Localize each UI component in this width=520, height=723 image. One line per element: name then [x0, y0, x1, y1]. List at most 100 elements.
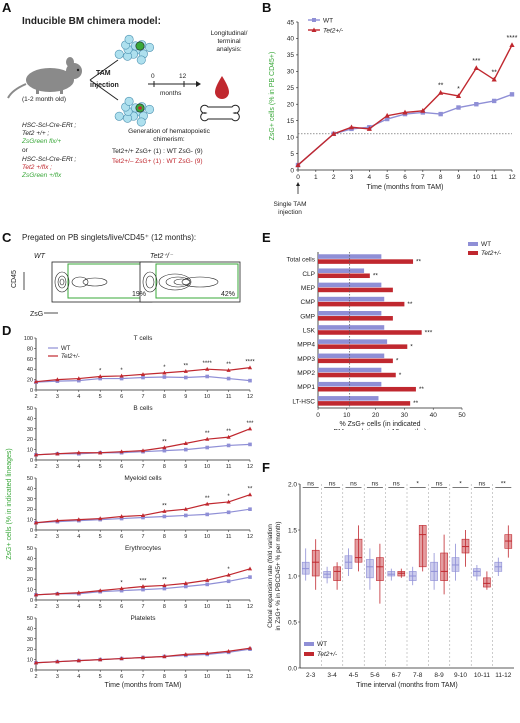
wt-point [162, 514, 167, 519]
x-tick-label: 4 [77, 534, 80, 540]
x-tick-label: 5 [99, 674, 102, 680]
x-tick-label: 2 [34, 674, 37, 680]
y-tick-label: 1.5 [288, 527, 297, 534]
wt-point [226, 510, 231, 515]
tet-point [140, 584, 146, 589]
wt-point [248, 378, 252, 383]
significance-star: ** [205, 496, 210, 502]
significance-star: **** [245, 360, 255, 366]
y-axis-label-2: in ZsG+ % in PBCD45+ % per month) [275, 521, 282, 630]
flow-plots: WT Tet2⁺/⁻ 19% 42% CD45 ZsG [11, 253, 241, 318]
x-tick-label: 8 [163, 674, 166, 680]
x-tick-label: 3 [56, 394, 59, 400]
wt-box [366, 559, 374, 579]
x-tick-label: 7 [141, 534, 144, 540]
x-tick-label: 7 [421, 174, 425, 181]
tet-point [205, 651, 210, 655]
wt-point [205, 374, 209, 379]
category-label: MEP [301, 285, 315, 292]
wt-bar [318, 268, 365, 273]
x-tick-label: 6 [120, 394, 123, 400]
tet-point [226, 499, 231, 504]
y-tick-label: 0.5 [288, 619, 297, 626]
bone-icon [200, 104, 240, 122]
y-tick-label: 80 [27, 346, 33, 352]
y-axis-label: ZsG+ cells (% in PB CD45+) [269, 52, 276, 141]
wt-point [184, 447, 188, 452]
category-label: GMP [300, 313, 315, 320]
wt-point [226, 376, 231, 381]
wt-point [184, 584, 188, 589]
y-tick-label: 1.0 [288, 573, 297, 580]
tet-bar [318, 330, 422, 335]
sig-label: * [459, 481, 462, 488]
analysis-label: Longitudinal/terminal analysis: [210, 30, 248, 53]
x-tick-label: 12 [247, 604, 253, 610]
subplot-title: Platelets [131, 615, 157, 622]
tet-bar [318, 372, 396, 378]
y-tick-label: 30 [27, 427, 33, 433]
series-line-0 [297, 93, 513, 166]
tet-box [354, 538, 363, 563]
wt-bar [318, 296, 385, 302]
x-tick-label: 5 [99, 464, 102, 470]
x-tick-label: 7 [141, 604, 144, 610]
y-tick-label: 40 [27, 416, 33, 422]
x-axis-label: Time interval (months from TAM) [356, 682, 457, 689]
flow-ylabel: CD45 [11, 270, 18, 288]
x-tick-label: 2 [332, 174, 336, 181]
wt-point [141, 375, 145, 380]
tet-bar [318, 287, 393, 293]
x-axis-label: Time (months from TAM) [105, 682, 182, 689]
wt-point [184, 375, 188, 380]
x-tick-label: 11 [226, 394, 232, 400]
genotype-wt: HSC-Scl-Cre-ERt ; Tet2 +/+ ; ZsGreen flx/+ [22, 122, 77, 145]
wt-point [248, 575, 252, 579]
x-tick-label: 10 [343, 412, 351, 419]
genotype-tet2: HSC-Scl-Cre-ERt ; Tet2 +/flx ; ZsGreen +/f… [22, 156, 77, 179]
tet-point [226, 648, 231, 653]
mix-tet2: Tet2+/– ZsG+ (1) : WT ZsG- (9) [112, 158, 203, 165]
legend-tet-label: Tet2+/- [317, 651, 338, 658]
y-tick-label: 40 [287, 36, 295, 43]
tet-point [33, 660, 39, 665]
y-tick-label: 0 [30, 458, 33, 464]
x-tick-label: 6 [403, 174, 407, 181]
cell [124, 96, 134, 106]
significance-star: *** [246, 421, 254, 427]
legend-tet-marker [311, 27, 317, 32]
tet-point [76, 517, 81, 522]
wt-point [226, 579, 231, 584]
tet-point [226, 367, 231, 372]
legend-wt-label: WT [481, 241, 491, 248]
significance-star: ** [162, 440, 167, 446]
significance-star: * [399, 372, 402, 379]
contour-tet [142, 271, 219, 293]
x-tick-label: 50 [458, 412, 466, 419]
y-tick-label: 20 [27, 507, 33, 513]
tet-point [140, 372, 146, 376]
x-tick-label: 8 [163, 394, 166, 400]
x-axis-label-2: BM populations at 12 months) [334, 429, 427, 430]
wt-point [141, 515, 145, 520]
sig-label: ns [307, 481, 315, 488]
tet-point [98, 588, 103, 593]
x-tick-label: 1 [314, 174, 318, 181]
significance-star: * [457, 86, 460, 93]
y-tick-label: 30 [287, 69, 295, 76]
wt-point [205, 512, 209, 517]
wt-point [141, 587, 145, 592]
x-tick-label: 6 [120, 534, 123, 540]
significance-star: *** [139, 578, 147, 584]
wt-box [473, 568, 481, 577]
wt-point [184, 513, 188, 518]
x-tick-label: 4-5 [349, 672, 359, 679]
x-tick-label: 6 [120, 464, 123, 470]
y-tick-label: 40 [27, 626, 33, 632]
cell [136, 55, 146, 65]
significance-star: * [227, 494, 230, 500]
significance-star: ** [491, 70, 497, 77]
chart-f: 0.0 0.5 1.0 1.5 2.0 2-3 ns 3-4 ns 4-5 ns 5-6 ns 6-7 ns… [267, 481, 514, 689]
x-tick-label: 4 [77, 604, 80, 610]
